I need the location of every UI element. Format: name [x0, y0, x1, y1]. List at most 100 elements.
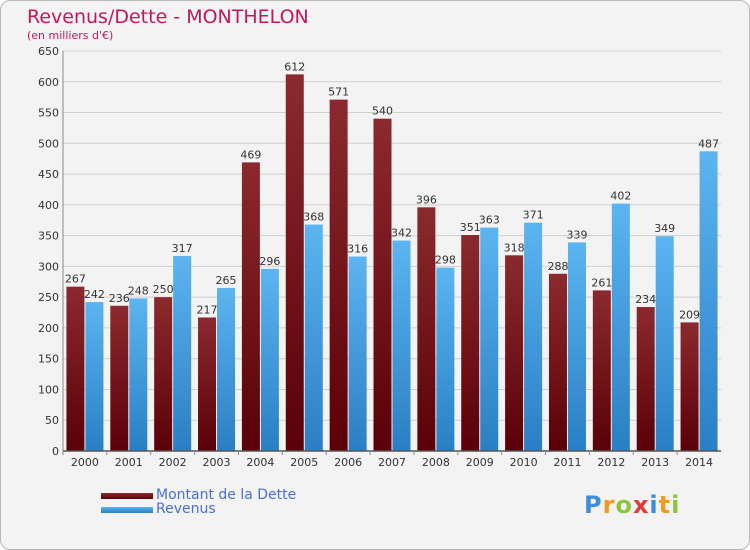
bar-debt-2000: [66, 286, 85, 451]
bar-debt-2004: [241, 162, 260, 451]
x-tick-label: 2000: [71, 456, 99, 469]
data-label-debt-2006: 571: [328, 86, 349, 99]
bar-debt-2007: [373, 118, 392, 451]
bar-debt-2013: [636, 307, 655, 451]
data-label-revenue-2013: 349: [654, 222, 675, 235]
data-label-revenue-2012: 402: [610, 190, 631, 203]
y-tick-label: 400: [38, 199, 59, 212]
x-tick-label: 2009: [466, 456, 494, 469]
bar-revenue-2006: [348, 256, 367, 451]
data-label-debt-2000: 267: [65, 273, 86, 286]
bar-debt-2003: [198, 317, 217, 451]
data-label-revenue-2011: 339: [566, 228, 587, 241]
legend-label-revenue: Revenus: [156, 501, 216, 517]
y-tick-label: 350: [38, 230, 59, 243]
data-label-revenue-2007: 342: [391, 227, 412, 240]
data-label-debt-2003: 217: [197, 303, 218, 316]
logo-letter: x: [632, 491, 650, 519]
data-label-debt-2008: 396: [416, 193, 437, 206]
x-tick-label: 2014: [685, 456, 713, 469]
bar-revenue-2007: [392, 240, 411, 451]
y-tick-label: 500: [38, 137, 59, 150]
bar-debt-2014: [680, 322, 699, 451]
data-label-revenue-2008: 298: [435, 254, 456, 267]
legend-swatch-debt: [101, 493, 153, 499]
data-label-debt-2011: 288: [547, 260, 568, 273]
x-tick-label: 2003: [203, 456, 231, 469]
bar-debt-2012: [592, 290, 611, 451]
x-tick-label: 2010: [510, 456, 538, 469]
x-tick-label: 2002: [159, 456, 187, 469]
data-label-revenue-2000: 242: [84, 288, 105, 301]
bar-revenue-2014: [699, 151, 718, 452]
x-tick-label: 2001: [115, 456, 143, 469]
bar-revenue-2000: [85, 302, 104, 451]
data-label-debt-2004: 469: [240, 148, 261, 161]
bar-debt-2006: [329, 99, 348, 451]
bar-revenue-2011: [567, 242, 586, 451]
data-label-revenue-2004: 296: [259, 255, 280, 268]
bar-revenue-2002: [173, 255, 192, 451]
bar-revenue-2010: [524, 222, 543, 451]
bar-debt-2001: [110, 305, 129, 451]
logo-letter: i: [649, 491, 659, 519]
x-tick-label: 2008: [422, 456, 450, 469]
y-tick-label: 150: [38, 353, 59, 366]
data-label-debt-2005: 612: [284, 60, 305, 73]
x-tick-label: 2005: [290, 456, 318, 469]
bar-revenue-2001: [129, 298, 148, 451]
data-label-debt-2002: 250: [153, 283, 174, 296]
legend-swatch-revenue: [101, 507, 153, 513]
y-tick-label: 0: [52, 445, 59, 458]
bar-revenue-2013: [655, 236, 674, 451]
bar-revenue-2005: [304, 224, 323, 451]
logo-letter: t: [658, 491, 672, 519]
y-tick-label: 450: [38, 168, 59, 181]
chart-title: Revenus/Dette - MONTHELON: [27, 6, 309, 28]
bar-revenue-2009: [480, 227, 499, 451]
x-tick-label: 2006: [334, 456, 362, 469]
bar-debt-2002: [154, 297, 173, 451]
bar-debt-2010: [505, 255, 524, 451]
proxiti-logo: Proxiti: [584, 491, 680, 519]
x-tick-label: 2013: [641, 456, 669, 469]
data-label-debt-2014: 209: [679, 308, 700, 321]
data-label-debt-2001: 236: [109, 292, 130, 305]
data-label-revenue-2005: 368: [303, 211, 324, 224]
data-label-revenue-2003: 265: [216, 274, 237, 287]
bar-debt-2009: [461, 235, 480, 451]
data-label-debt-2013: 234: [635, 293, 656, 306]
data-label-revenue-2009: 363: [479, 214, 500, 227]
plot-area: [63, 51, 721, 451]
bar-debt-2008: [417, 207, 436, 451]
x-tick-label: 2011: [553, 456, 581, 469]
y-tick-label: 600: [38, 76, 59, 89]
x-tick-label: 2007: [378, 456, 406, 469]
y-tick-label: 550: [38, 107, 59, 120]
bar-revenue-2003: [217, 287, 236, 451]
data-label-revenue-2010: 371: [523, 209, 544, 222]
y-tick-label: 250: [38, 291, 59, 304]
data-label-revenue-2006: 316: [347, 243, 368, 256]
y-tick-label: 650: [38, 45, 59, 58]
data-label-debt-2012: 261: [591, 276, 612, 289]
bar-revenue-2012: [611, 203, 630, 451]
legend-label-debt: Montant de la Dette: [156, 487, 297, 503]
y-tick-label: 100: [38, 383, 59, 396]
data-label-debt-2010: 318: [504, 241, 525, 254]
data-label-revenue-2001: 248: [128, 284, 149, 297]
data-label-revenue-2002: 317: [172, 242, 193, 255]
chart-subtitle: (en milliers d'€): [27, 29, 114, 42]
bar-revenue-2008: [436, 267, 455, 451]
data-label-revenue-2014: 487: [698, 137, 719, 150]
y-tick-label: 200: [38, 322, 59, 335]
y-tick-label: 50: [45, 414, 59, 427]
bar-debt-2005: [285, 74, 304, 451]
bar-revenue-2004: [260, 268, 279, 451]
logo-letter: r: [602, 491, 616, 519]
data-label-debt-2009: 351: [460, 221, 481, 234]
y-tick-label: 300: [38, 260, 59, 273]
data-label-debt-2007: 540: [372, 105, 393, 118]
x-tick-label: 2012: [597, 456, 625, 469]
